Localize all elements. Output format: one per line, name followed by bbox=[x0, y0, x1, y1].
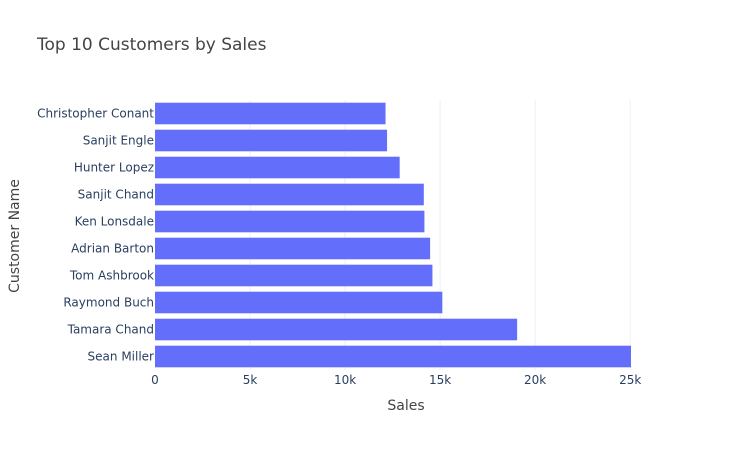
x-tick-label: 25k bbox=[619, 373, 641, 387]
y-tick-label: Adrian Barton bbox=[71, 242, 154, 256]
bar[interactable] bbox=[155, 264, 433, 287]
y-tick-label: Sanjit Engle bbox=[83, 134, 154, 148]
bar[interactable] bbox=[155, 129, 388, 152]
bar[interactable] bbox=[155, 102, 386, 125]
y-tick-label: Sean Miller bbox=[88, 350, 155, 364]
bar[interactable] bbox=[155, 237, 431, 260]
x-tick-label: 15k bbox=[429, 373, 451, 387]
y-tick-label: Tom Ashbrook bbox=[69, 269, 154, 283]
bars bbox=[155, 102, 631, 368]
chart-title: Top 10 Customers by Sales bbox=[36, 35, 267, 55]
bar[interactable] bbox=[155, 183, 424, 206]
bar[interactable] bbox=[155, 156, 400, 179]
y-tick-label: Tamara Chand bbox=[67, 323, 154, 337]
y-tick-label: Ken Lonsdale bbox=[75, 215, 154, 229]
y-axis-title: Customer Name bbox=[7, 179, 23, 293]
x-tick-label: 5k bbox=[243, 373, 258, 387]
bar[interactable] bbox=[155, 291, 443, 314]
x-tick-label: 0 bbox=[151, 373, 159, 387]
bar[interactable] bbox=[155, 210, 425, 233]
x-axis-ticks: 0 5k 10k 15k 20k 25k bbox=[151, 373, 641, 387]
y-tick-label: Hunter Lopez bbox=[74, 161, 154, 175]
x-axis-title: Sales bbox=[387, 398, 424, 414]
x-tick-label: 20k bbox=[524, 373, 546, 387]
y-tick-label: Christopher Conant bbox=[37, 107, 154, 121]
y-tick-label: Sanjit Chand bbox=[78, 188, 154, 202]
x-tick-label: 10k bbox=[334, 373, 356, 387]
bar[interactable] bbox=[155, 318, 518, 341]
y-axis-ticks: Sean Miller Tamara Chand Raymond Buch Tom A… bbox=[37, 107, 154, 364]
y-tick-label: Raymond Buch bbox=[63, 296, 154, 310]
bar[interactable] bbox=[155, 345, 631, 368]
